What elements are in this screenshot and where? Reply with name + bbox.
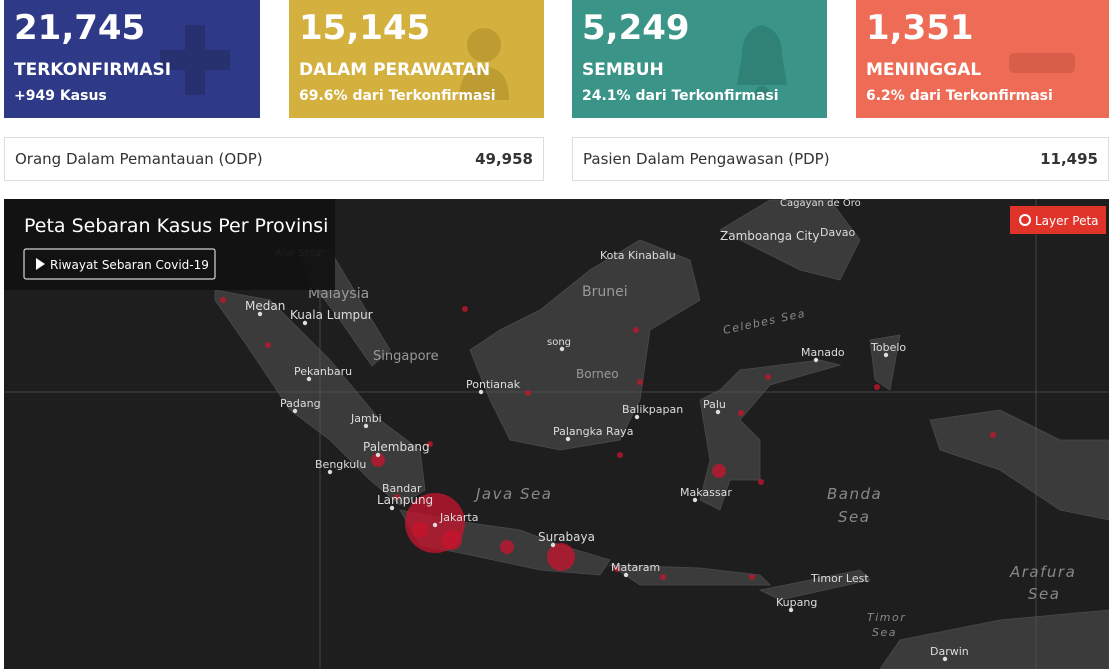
- map-label: Borneo: [576, 367, 619, 381]
- map-label: Singapore: [373, 349, 439, 364]
- map-label: Jambi: [350, 412, 382, 425]
- icon: [160, 25, 230, 95]
- map-label: Zamboanga City: [720, 229, 820, 243]
- map-label: Palembang: [363, 440, 430, 454]
- map-label: Sea: [1028, 585, 1060, 603]
- city-dot: [375, 452, 381, 458]
- map-label: Palu: [703, 398, 726, 411]
- stat-odp: Orang Dalam Pemantauan (ODP) 49,958: [4, 137, 544, 181]
- card-sub: 69.6% dari Terkonfirmasi: [299, 88, 496, 104]
- city-dot: [942, 656, 948, 662]
- map-label: Darwin: [930, 645, 969, 658]
- map-label: Arafura: [1009, 563, 1076, 581]
- stat-label: Pasien Dalam Pengawasan (PDP): [583, 150, 830, 168]
- city-dot: [302, 320, 308, 326]
- stat-pdp: Pasien Dalam Pengawasan (PDP) 11,495: [572, 137, 1109, 181]
- map-label: Pekanbaru: [294, 365, 352, 378]
- map-label: Padang: [280, 397, 321, 410]
- map-label: Davao: [820, 226, 855, 239]
- city-dot: [327, 469, 333, 475]
- card-confirmed: 21,745 TERKONFIRMASI +949 Kasus: [4, 0, 260, 118]
- history-button-label[interactable]: Riwayat Sebaran Covid-19: [50, 258, 209, 272]
- city-dot: [306, 376, 312, 382]
- map-label: Java Sea: [473, 485, 552, 503]
- stat-label: Orang Dalam Pemantauan (ODP): [15, 150, 263, 168]
- map-label: Medan: [245, 299, 285, 313]
- stat-value: 49,958: [475, 150, 533, 168]
- card-sub: 6.2% dari Terkonfirmasi: [866, 88, 1053, 104]
- map-label: Cagayan de Oro: [780, 199, 861, 209]
- map-label: Surabaya: [538, 530, 595, 544]
- card-recovered: 5,249 SEMBUH 24.1% dari Terkonfirmasi: [572, 0, 827, 118]
- icon: [1009, 53, 1075, 73]
- layer-button-label[interactable]: Layer Peta: [1035, 214, 1099, 228]
- card-label: TERKONFIRMASI: [14, 60, 172, 80]
- map-label: Sea: [872, 626, 897, 639]
- city-dot: [692, 497, 698, 503]
- card-label: MENINGGAL: [866, 60, 982, 80]
- map-label: Pontianak: [466, 378, 521, 391]
- map-label: Bandar: [382, 482, 422, 495]
- city-dot: [257, 311, 263, 317]
- city-dot: [634, 414, 640, 420]
- city-dot: [788, 607, 794, 613]
- city-dot: [389, 505, 395, 511]
- card-deaths: 1,351 MENINGGAL 6.2% dari Terkonfirmasi: [856, 0, 1109, 118]
- icon: [459, 28, 509, 100]
- icon: [737, 25, 787, 100]
- map-label: Timor Lest: [810, 572, 869, 585]
- stat-value: 11,495: [1040, 150, 1098, 168]
- card-sub: +949 Kasus: [14, 88, 107, 104]
- city-dot: [363, 423, 369, 429]
- map-label: Kuala Lumpur: [290, 308, 373, 322]
- map-label: Tobelo: [870, 341, 906, 354]
- city-dot: [478, 389, 484, 395]
- card-value: 1,351: [866, 8, 974, 48]
- card-value: 5,249: [582, 8, 690, 48]
- city-dot: [432, 522, 438, 528]
- map-label: Brunei: [582, 284, 628, 300]
- layer-button[interactable]: [1010, 206, 1106, 234]
- city-dot: [813, 357, 819, 363]
- map-label: Mataram: [611, 561, 660, 574]
- city-dot: [559, 346, 565, 352]
- map-label: Sea: [838, 508, 870, 526]
- card-treated: 15,145 DALAM PERAWATAN 69.6% dari Terkon…: [289, 0, 544, 118]
- city-dot: [623, 572, 629, 578]
- map-title: Peta Sebaran Kasus Per Provinsi: [24, 215, 328, 237]
- card-label: SEMBUH: [582, 60, 664, 80]
- map-label: Bengkulu: [315, 458, 366, 471]
- map-label: Kupang: [776, 596, 817, 609]
- map-label: Jakarta: [439, 511, 478, 524]
- map-label: Balikpapan: [622, 403, 683, 416]
- map-label: Palangka Raya: [553, 425, 633, 438]
- map-label: Makassar: [680, 486, 732, 499]
- history-button[interactable]: [23, 248, 216, 280]
- card-value: 21,745: [14, 8, 146, 48]
- city-dot: [883, 352, 889, 358]
- city-dot: [292, 408, 298, 414]
- map-label: Lampung: [377, 493, 433, 507]
- layer-icon: [1019, 214, 1031, 226]
- city-dot: [550, 542, 556, 548]
- card-label: DALAM PERAWATAN: [299, 60, 491, 80]
- city-dot: [565, 436, 571, 442]
- card-sub: 24.1% dari Terkonfirmasi: [582, 88, 779, 104]
- map-label: song: [547, 337, 571, 348]
- city-dot: [715, 409, 721, 415]
- map-label: Banda: [827, 485, 882, 503]
- card-value: 15,145: [299, 8, 431, 48]
- play-icon: [36, 258, 45, 270]
- map-label: Manado: [801, 346, 845, 359]
- map-label: Kota Kinabalu: [600, 249, 676, 262]
- map-label: Timor: [867, 611, 906, 624]
- map: Cagayan de Oro Zamboanga City Davao Kota Ki…: [4, 199, 1109, 669]
- map-header: [4, 199, 335, 290]
